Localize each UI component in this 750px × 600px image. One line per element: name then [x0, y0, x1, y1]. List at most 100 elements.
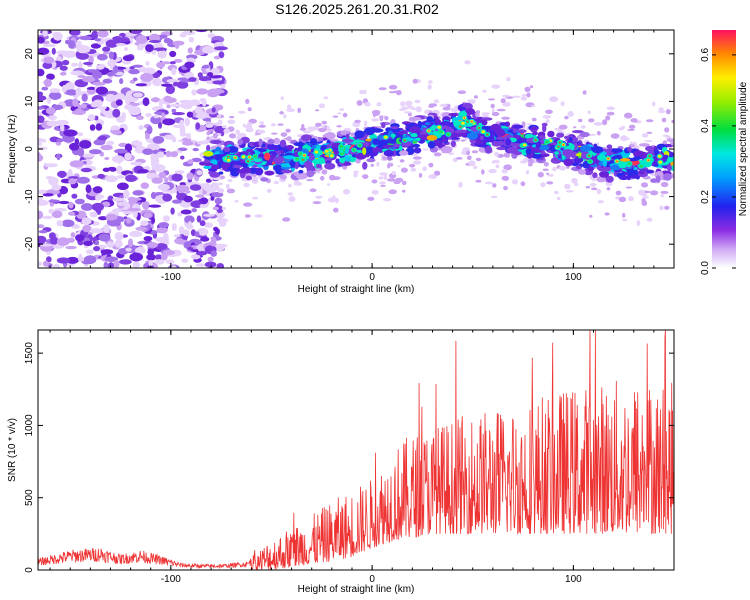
heatmap-cell — [554, 151, 559, 155]
heatmap-cell — [441, 146, 453, 153]
heatmap-cell — [272, 144, 279, 152]
heatmap-cell — [195, 194, 205, 198]
heatmap-cell — [100, 144, 113, 151]
heatmap-cell — [165, 259, 175, 265]
heatmap-cell — [97, 173, 105, 179]
heatmap-cell — [383, 149, 395, 157]
heatmap-cell — [415, 106, 422, 113]
heatmap-cell — [75, 87, 82, 97]
heatmap-cell — [176, 81, 189, 89]
heatmap-cell — [100, 249, 114, 255]
heatmap-cell — [529, 127, 539, 131]
heatmap-cell — [108, 51, 114, 60]
colorbar-tick-label: 0.2 — [700, 190, 711, 204]
heatmap-cell — [143, 236, 153, 242]
heatmap-cell — [475, 179, 482, 183]
heatmap-cell — [227, 156, 230, 158]
heatmap-cell — [309, 138, 318, 146]
heatmap-cell — [91, 202, 104, 212]
heatmap-cell — [203, 165, 212, 169]
heatmap-cell — [580, 145, 592, 152]
heatmap-cell — [495, 164, 500, 169]
heatmap-cell — [602, 159, 608, 167]
heatmap-cell — [315, 109, 320, 112]
heatmap-cell — [208, 75, 222, 79]
snr-xlabel: Height of straight line (km) — [298, 584, 415, 595]
heatmap-cell — [473, 165, 478, 169]
heatmap-cell — [38, 138, 45, 143]
heatmap-cell — [412, 140, 418, 144]
heatmap-cell — [253, 177, 258, 181]
heatmap-cell — [125, 174, 137, 182]
heatmap-cell — [466, 150, 470, 156]
heatmap-cell — [59, 124, 65, 132]
heatmap-cell — [564, 115, 569, 120]
heatmap-cell — [87, 114, 96, 122]
heatmap-cell — [210, 139, 222, 145]
heatmap-cell — [242, 123, 246, 128]
heatmap-cell — [63, 129, 77, 137]
heatmap-cell — [103, 224, 110, 234]
heatmap-cell — [301, 134, 312, 142]
heatmap-cell — [81, 93, 88, 102]
heatmap-cell — [114, 208, 122, 213]
heatmap-cell — [344, 147, 349, 155]
heatmap-cell — [234, 199, 239, 203]
heatmap-cell — [105, 39, 119, 48]
heatmap-cell — [391, 170, 396, 176]
heatmap-cell — [276, 150, 281, 157]
heatmap-cell — [645, 119, 654, 123]
heatmap-cell — [456, 157, 463, 160]
heatmap-cell — [187, 246, 194, 251]
heatmap-cell — [247, 160, 250, 163]
heatmap-cell — [66, 256, 79, 264]
heatmap-cell — [285, 145, 294, 150]
heatmap-cell — [119, 78, 124, 85]
heatmap-cell — [195, 263, 207, 267]
heatmap-cell — [204, 261, 217, 268]
heatmap-cell — [166, 104, 171, 109]
heatmap-cell — [245, 175, 253, 181]
heatmap-cell — [410, 167, 417, 172]
heatmap-cell — [135, 35, 148, 44]
heatmap-cell — [342, 138, 354, 143]
heatmap-cell — [92, 71, 103, 79]
heatmap-cell — [591, 146, 604, 154]
heatmap-cell — [312, 201, 322, 205]
heatmap-cell — [310, 128, 315, 132]
heatmap-cell — [620, 135, 628, 142]
heatmap-cell — [496, 146, 507, 151]
heatmap-cell — [545, 119, 550, 124]
heatmap-cell — [499, 122, 509, 126]
heatmap-cell — [607, 157, 610, 160]
heatmap-cell — [115, 43, 127, 47]
heatmap-cell — [582, 90, 587, 95]
heatmap-cell — [647, 159, 650, 161]
heatmap-cell — [564, 183, 571, 190]
heatmap-cell — [606, 187, 611, 191]
heatmap-cell — [565, 190, 574, 193]
heatmap-cell — [612, 155, 623, 161]
heatmap-cell — [593, 122, 603, 126]
heatmap-cell — [419, 131, 429, 135]
heatmap-cell — [38, 91, 44, 97]
heatmap-cell — [362, 141, 370, 147]
heatmap-cell — [112, 197, 125, 202]
heatmap-cell — [650, 190, 659, 196]
heatmap-cell — [395, 90, 402, 96]
heatmap-cell — [630, 118, 638, 123]
heatmap-cell — [492, 183, 497, 188]
heatmap-cell — [143, 212, 153, 219]
heatmap-cell — [238, 110, 246, 114]
heatmap-cell — [543, 162, 549, 167]
heatmap-data — [38, 30, 674, 268]
heatmap-cell — [212, 80, 225, 85]
heatmap-cell — [380, 184, 386, 187]
heatmap-cell — [277, 123, 284, 126]
heatmap-cell — [158, 171, 167, 179]
heatmap-cell — [258, 124, 266, 128]
heatmap-cell — [229, 160, 240, 165]
heatmap-cell — [390, 133, 396, 138]
heatmap-cell — [340, 152, 344, 156]
heatmap-cell — [484, 145, 493, 154]
